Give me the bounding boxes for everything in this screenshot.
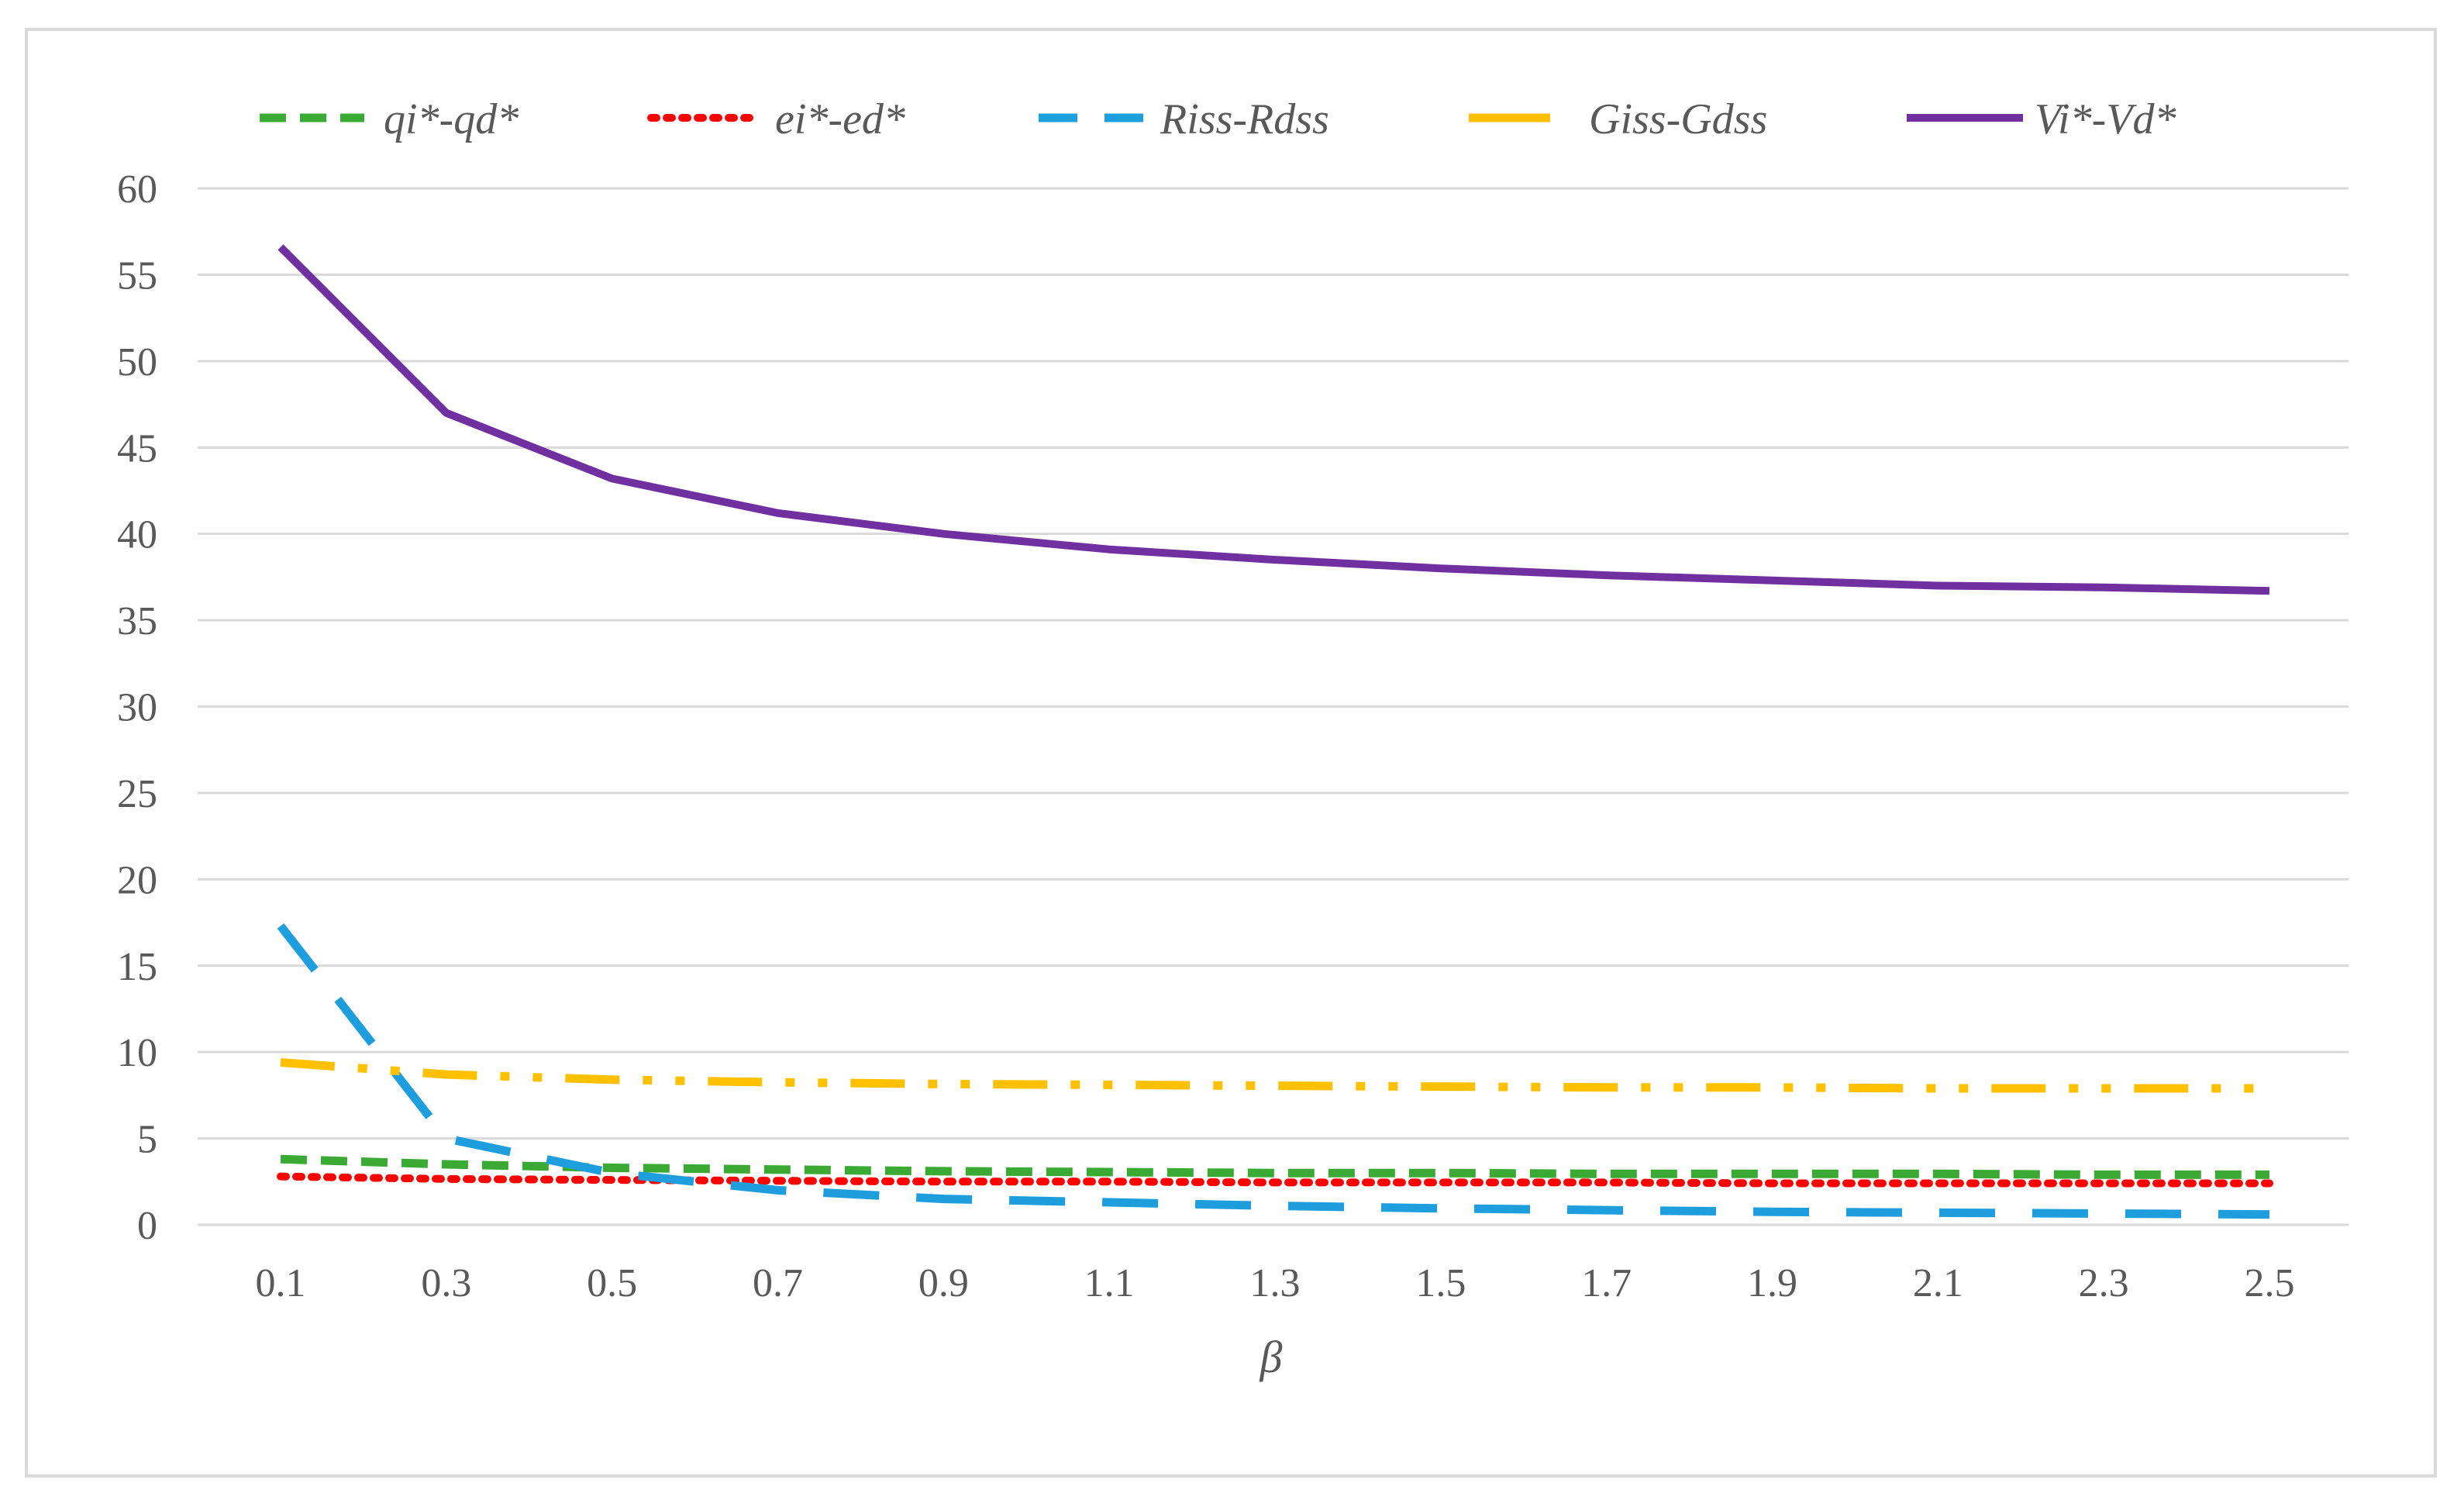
- y-tick-label: 5: [137, 1118, 157, 1162]
- x-tick-label: 1.3: [1250, 1261, 1301, 1305]
- legend: qi*-qd* ei*-ed* Riss-Rdss Giss-Gdss Vi*-Vd*: [260, 95, 2176, 143]
- x-tick-label: 1.9: [1747, 1261, 1797, 1305]
- y-axis-ticks: 0 5 10 15 20 25 30 35 40 45 50 55 60: [117, 167, 157, 1248]
- legend-item: Vi*-Vd*: [1907, 95, 2176, 143]
- series-line-5: [277, 244, 2270, 595]
- x-axis-label: β: [1260, 1332, 1283, 1382]
- legend-label: ei*-ed*: [775, 95, 905, 143]
- y-tick-label: 40: [117, 513, 157, 557]
- x-tick-label: 0.9: [918, 1261, 969, 1305]
- legend-item: Riss-Rdss: [1039, 95, 1329, 143]
- x-tick-label: 1.7: [1581, 1261, 1632, 1305]
- x-tick-label: 1.5: [1415, 1261, 1466, 1305]
- x-tick-label: 2.3: [2079, 1261, 2129, 1305]
- x-tick-label: 2.5: [2245, 1261, 2295, 1305]
- x-tick-label: 0.3: [421, 1261, 471, 1305]
- series-line-2: [277, 1172, 2273, 1188]
- y-tick-label: 45: [117, 426, 157, 471]
- legend-label: Riss-Rdss: [1160, 95, 1329, 143]
- series-lines: [277, 244, 2273, 1219]
- y-tick-label: 60: [117, 167, 157, 212]
- x-tick-label: 0.5: [587, 1261, 637, 1305]
- gridlines: [198, 187, 2349, 1226]
- x-tick-label: 0.7: [753, 1261, 803, 1305]
- y-tick-label: 30: [117, 686, 157, 730]
- legend-label: qi*-qd*: [384, 95, 519, 143]
- legend-label: Giss-Gdss: [1589, 95, 1767, 143]
- y-tick-label: 35: [117, 599, 157, 643]
- x-tick-label: 1.1: [1084, 1261, 1135, 1305]
- chart-frame: [25, 28, 2437, 1478]
- legend-item: qi*-qd*: [260, 95, 519, 143]
- x-tick-label: 0.1: [256, 1261, 306, 1305]
- x-axis-ticks: 0.1 0.3 0.5 0.7 0.9 1.1 1.3 1.5 1.7 1.9 2.1 2.3 2.5: [256, 1261, 2295, 1305]
- series-line-4: [280, 1058, 2269, 1093]
- legend-item: ei*-ed*: [647, 95, 905, 143]
- series-line-1: [280, 1154, 2269, 1179]
- legend-item: Giss-Gdss: [1469, 95, 1767, 143]
- y-tick-label: 25: [117, 772, 157, 816]
- x-tick-label: 2.1: [1913, 1261, 1963, 1305]
- y-tick-label: 10: [117, 1031, 157, 1075]
- y-tick-label: 50: [117, 340, 157, 384]
- y-tick-label: 0: [137, 1204, 157, 1248]
- legend-label: Vi*-Vd*: [2035, 95, 2176, 143]
- y-tick-label: 55: [117, 253, 157, 298]
- y-tick-label: 15: [117, 945, 157, 989]
- y-tick-label: 20: [117, 858, 157, 902]
